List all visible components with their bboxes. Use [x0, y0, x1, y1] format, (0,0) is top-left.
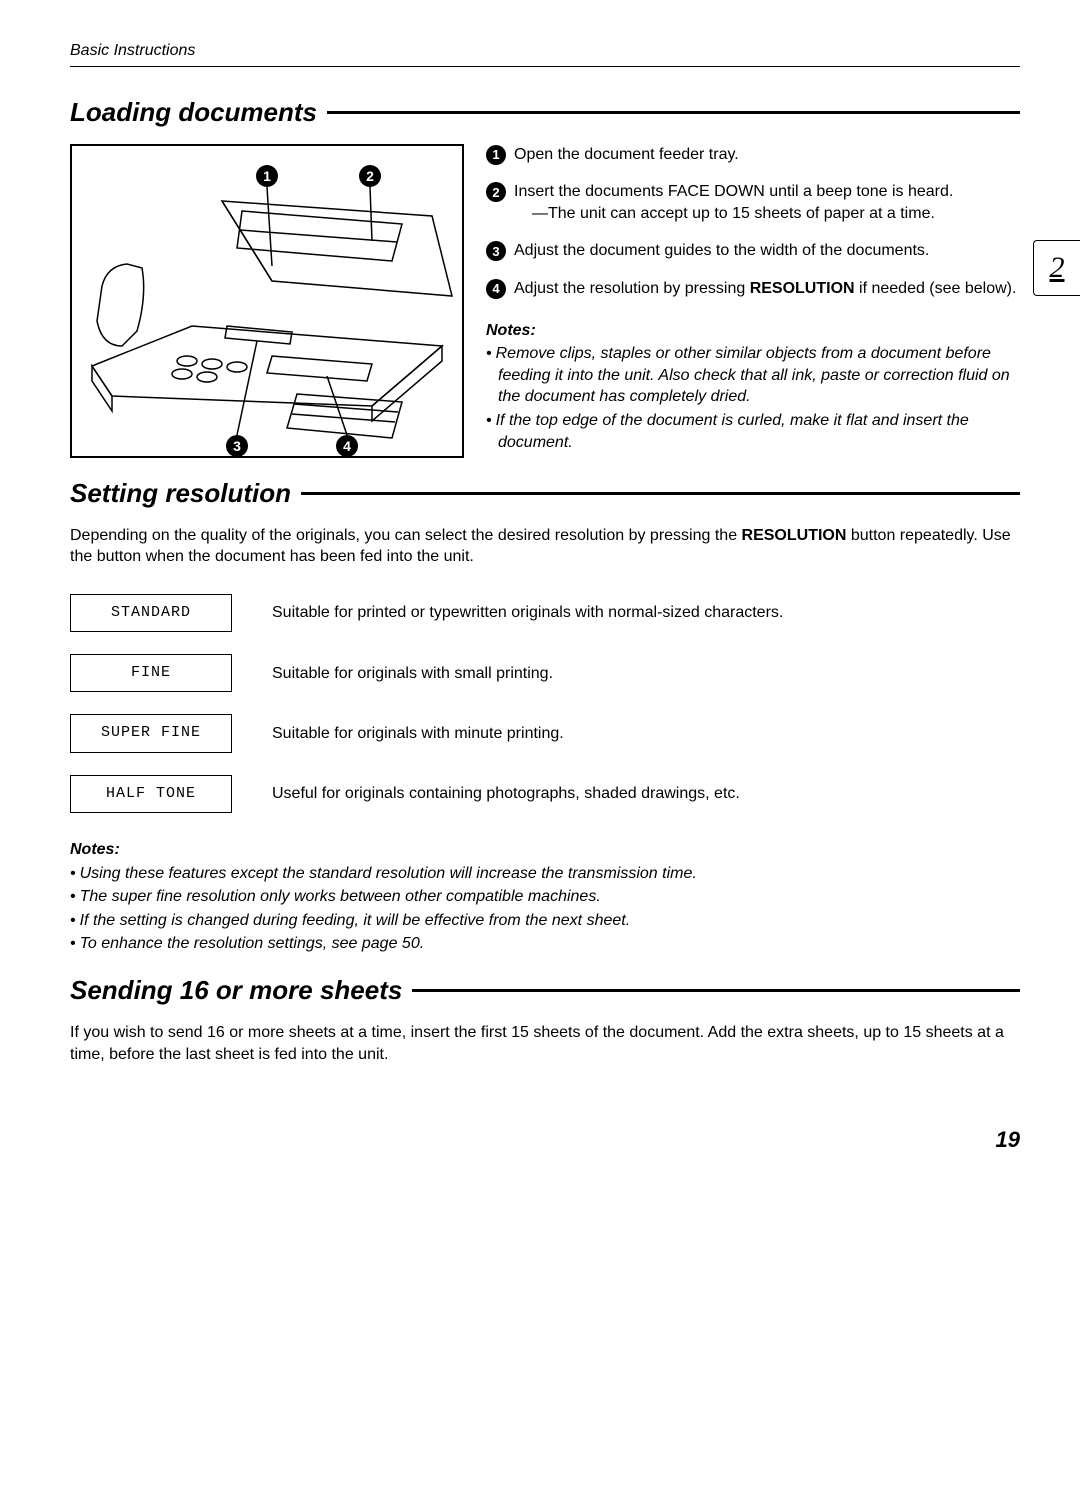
step-2: 2 Insert the documents FACE DOWN until a…	[486, 181, 1020, 224]
note-item: Remove clips, staples or other similar o…	[486, 343, 1020, 408]
title-rule	[412, 989, 1020, 992]
note-item: If the setting is changed during feeding…	[70, 910, 1020, 932]
note-item: If the top edge of the document is curle…	[486, 410, 1020, 453]
sending-text: If you wish to send 16 or more sheets at…	[70, 1022, 1020, 1065]
step-4-bold: RESOLUTION	[750, 280, 855, 297]
fax-illustration: 1 2 3 4	[70, 144, 464, 458]
step-1: 1 Open the document feeder tray.	[486, 144, 1020, 166]
resolution-intro: Depending on the quality of the original…	[70, 525, 1020, 568]
resolution-row: HALF TONE Useful for originals containin…	[70, 775, 1020, 813]
step-4-prefix: Adjust the resolution by pressing	[514, 280, 750, 297]
chapter-number: 2	[1050, 248, 1065, 289]
note-item: Using these features except the standard…	[70, 863, 1020, 885]
step-2-main: Insert the documents FACE DOWN until a b…	[514, 183, 953, 200]
step-badge: 1	[486, 145, 506, 165]
resolution-label: FINE	[70, 654, 232, 692]
resolution-label: HALF TONE	[70, 775, 232, 813]
loading-notes: Remove clips, staples or other similar o…	[486, 343, 1020, 453]
resolution-desc: Suitable for printed or typewritten orig…	[272, 602, 1020, 624]
resolution-notes: Using these features except the standard…	[70, 863, 1020, 955]
step-badge: 2	[486, 182, 506, 202]
step-3: 3 Adjust the document guides to the widt…	[486, 240, 1020, 262]
notes-heading: Notes:	[486, 320, 1020, 342]
svg-text:4: 4	[343, 438, 351, 454]
resolution-label: STANDARD	[70, 594, 232, 632]
notes-heading: Notes:	[70, 839, 1020, 861]
step-text: Open the document feeder tray.	[514, 144, 1020, 166]
steps-column: 1 Open the document feeder tray. 2 Inser…	[486, 144, 1020, 456]
step-4: 4 Adjust the resolution by pressing RESO…	[486, 278, 1020, 300]
section-title-sending: Sending 16 or more sheets	[70, 973, 1020, 1008]
svg-text:3: 3	[233, 438, 241, 454]
section-title-text: Sending 16 or more sheets	[70, 973, 402, 1008]
resolution-row: SUPER FINE Suitable for originals with m…	[70, 714, 1020, 752]
intro-bold: RESOLUTION	[742, 527, 847, 544]
resolution-row: FINE Suitable for originals with small p…	[70, 654, 1020, 692]
loading-content: 1 2 3 4 1 Open the document feeder tray.…	[70, 144, 1020, 458]
note-item: To enhance the resolution settings, see …	[70, 933, 1020, 955]
page: 2 Basic Instructions Loading documents	[70, 40, 1020, 1155]
step-badge: 3	[486, 241, 506, 261]
step-text: Adjust the document guides to the width …	[514, 240, 1020, 262]
page-header: Basic Instructions	[70, 40, 1020, 67]
section-title-text: Loading documents	[70, 95, 317, 130]
step-badge: 4	[486, 279, 506, 299]
resolution-desc: Useful for originals containing photogra…	[272, 783, 1020, 805]
step-4-suffix: if needed (see below).	[855, 280, 1017, 297]
resolution-desc: Suitable for originals with small printi…	[272, 663, 1020, 685]
step-2-sub: —The unit can accept up to 15 sheets of …	[532, 203, 1020, 225]
note-item: The super fine resolution only works bet…	[70, 886, 1020, 908]
resolution-notes-block: Notes: Using these features except the s…	[70, 839, 1020, 955]
header-text: Basic Instructions	[70, 42, 195, 59]
step-text: Adjust the resolution by pressing RESOLU…	[514, 278, 1020, 300]
title-rule	[327, 111, 1020, 114]
step-text: Insert the documents FACE DOWN until a b…	[514, 181, 1020, 224]
svg-text:2: 2	[366, 168, 374, 184]
resolution-desc: Suitable for originals with minute print…	[272, 723, 1020, 745]
resolution-row: STANDARD Suitable for printed or typewri…	[70, 594, 1020, 632]
title-rule	[301, 492, 1020, 495]
section-title-text: Setting resolution	[70, 476, 291, 511]
page-number: 19	[70, 1125, 1020, 1155]
section-title-loading: Loading documents	[70, 95, 1020, 130]
intro-prefix: Depending on the quality of the original…	[70, 527, 742, 544]
chapter-tab: 2	[1033, 240, 1080, 296]
resolution-label: SUPER FINE	[70, 714, 232, 752]
section-title-resolution: Setting resolution	[70, 476, 1020, 511]
svg-text:1: 1	[263, 168, 271, 184]
